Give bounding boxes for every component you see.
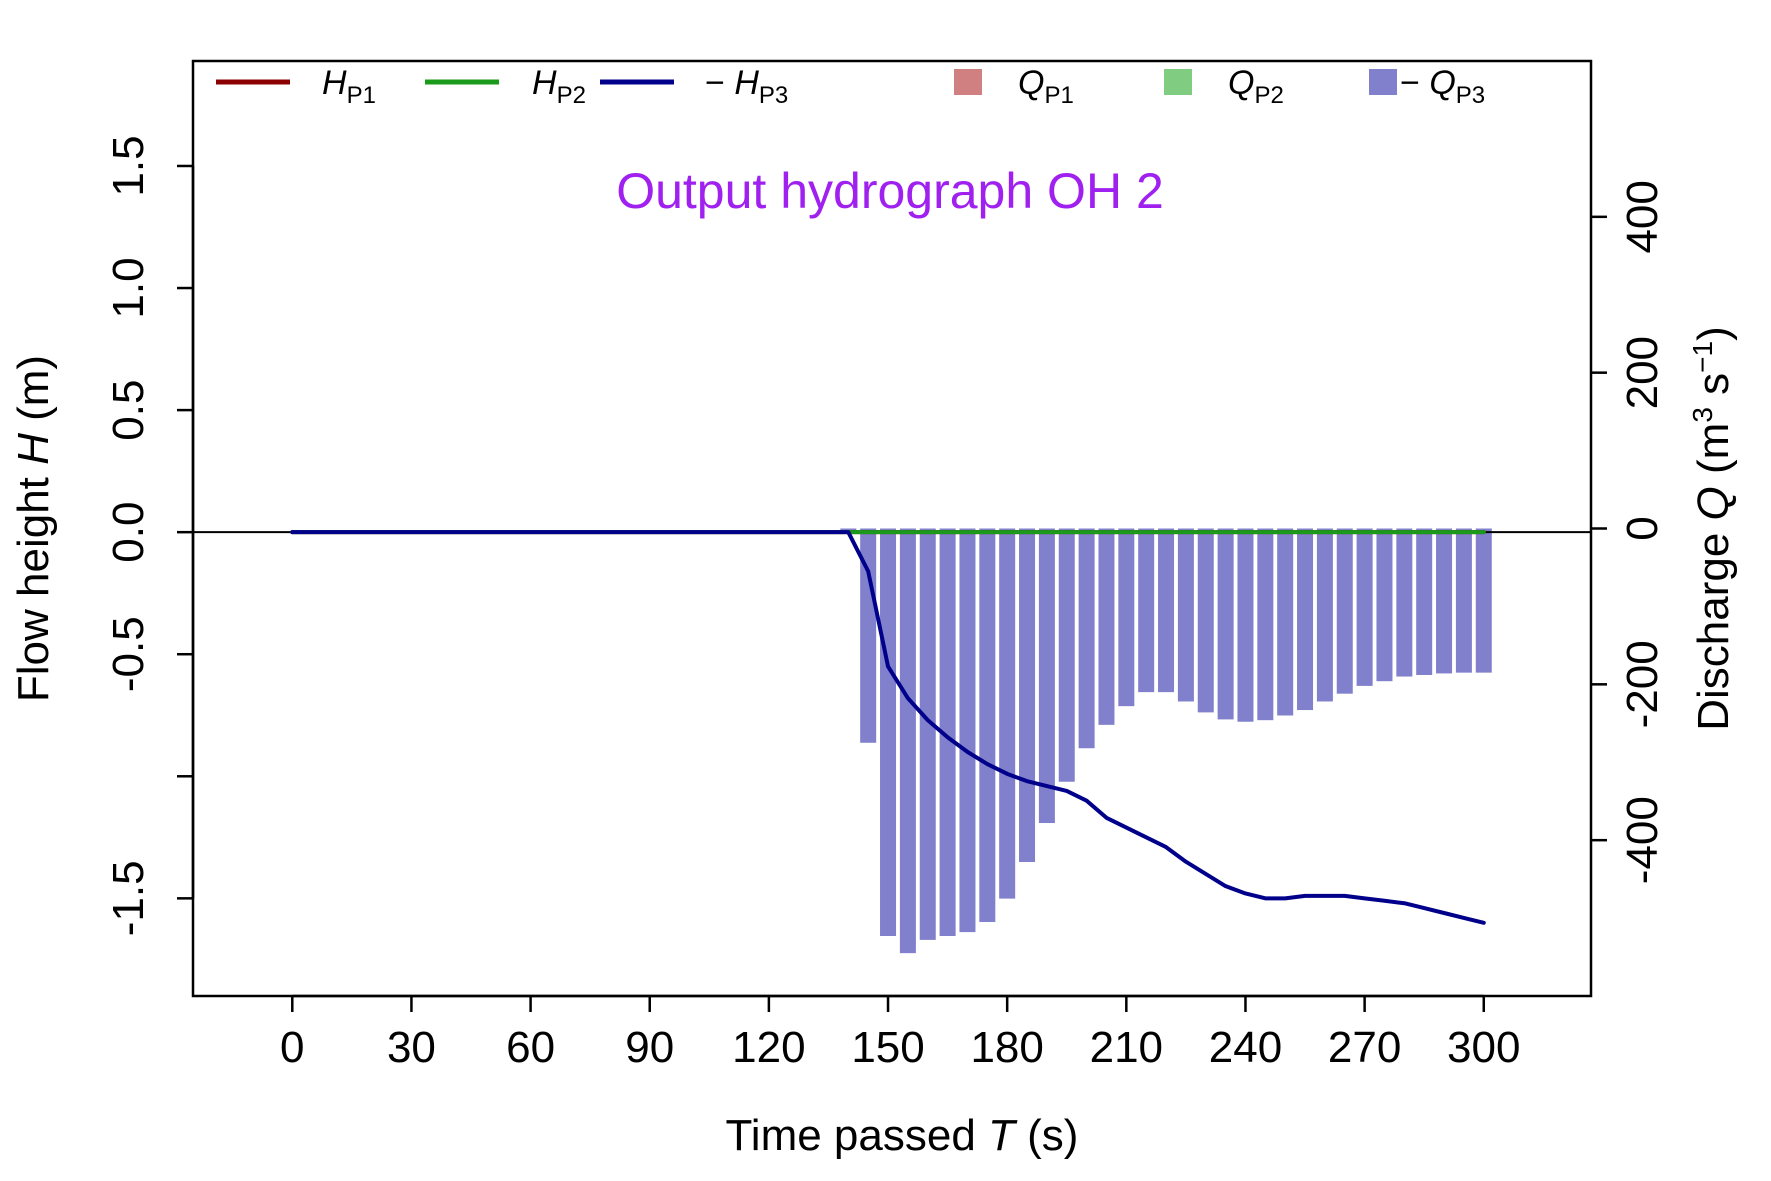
bar-q-p3 [1416,528,1433,675]
x-tick-label: 120 [732,1023,805,1072]
y-left-tick-label: 1.0 [104,257,153,318]
bar-q-p3 [1277,528,1294,716]
x-tick-label: 0 [280,1023,304,1072]
bar-q-p3 [1455,528,1472,673]
y-right-tick-label: -400 [1618,796,1667,884]
series-line--h-p3 [290,530,1486,925]
y-right-axis-title: Discharge Q (m3 s−1) [1687,326,1738,730]
y-left-tick-label: 0.0 [104,502,153,563]
bar-q-p3 [1177,528,1194,702]
bar-q-p3 [1217,528,1234,720]
bar-q-p3 [1098,528,1115,725]
x-tick-label: 300 [1447,1023,1520,1072]
bar-q-p3 [1038,528,1055,824]
y-right-tick-label: -200 [1618,640,1667,728]
chart-title: Output hydrograph OH 2 [616,163,1164,219]
legend-label: HP2 [532,64,586,109]
bar-q-p3 [899,528,916,954]
bar-q-p3 [1257,528,1274,721]
bar-q-p3 [1396,528,1413,677]
legend-label: QP1 [1018,64,1074,109]
bar-q-p3 [1475,528,1492,673]
y-left-tick-label: -1.5 [104,860,153,936]
y-left-axis-title: Flow height H (m) [9,355,58,702]
legend-box-swatch [954,69,982,95]
x-tick-label: 210 [1090,1023,1163,1072]
bar-q-p3 [1078,528,1095,749]
bar-q-p3 [1118,528,1135,707]
bar-q-p3 [959,528,976,933]
bar-q-p3 [1336,528,1353,694]
legend-box-swatch [1164,69,1192,95]
y-right-tick-label: 0 [1618,516,1667,540]
x-tick-label: 240 [1209,1023,1282,1072]
x-tick-label: 60 [506,1023,555,1072]
legend-label: − QP3 [1400,64,1485,109]
x-tick-label: 270 [1328,1023,1401,1072]
y-left-tick-label: -0.5 [104,616,153,692]
x-tick-label: 90 [625,1023,674,1072]
bar-q-p3 [1237,528,1254,722]
bar-q-p3 [1316,528,1333,702]
bar-q-p3 [999,528,1016,899]
bar-q-p3 [1158,528,1175,693]
legend-label: HP1 [322,64,376,109]
legend-box-swatch [1369,69,1397,95]
bar-q-p3 [1058,528,1075,782]
y-left-tick-label: 0.5 [104,380,153,441]
bar-q-p3 [1436,528,1453,674]
bar-q-p3 [1019,528,1036,862]
x-axis-title: Time passed T (s) [726,1111,1079,1160]
legend-label: QP2 [1228,64,1284,109]
y-left-tick-label: 1.5 [104,135,153,196]
bar-q-p3 [1138,528,1155,693]
bar-q-p3 [939,528,956,937]
y-right-tick-label: 200 [1618,336,1667,409]
x-tick-label: 150 [851,1023,924,1072]
bar-q-p3 [919,528,936,940]
x-tick-label: 180 [970,1023,1043,1072]
bar-q-p3 [979,528,996,922]
bar-q-p3 [880,528,897,937]
bar-q-p3 [1197,528,1214,713]
legend-label: − HP3 [705,64,788,109]
bar-q-p3 [1376,528,1393,682]
bar-q-p3 [1297,528,1314,711]
y-right-tick-label: 400 [1618,180,1667,253]
bar-q-p3 [1356,528,1373,686]
x-tick-label: 30 [387,1023,436,1072]
